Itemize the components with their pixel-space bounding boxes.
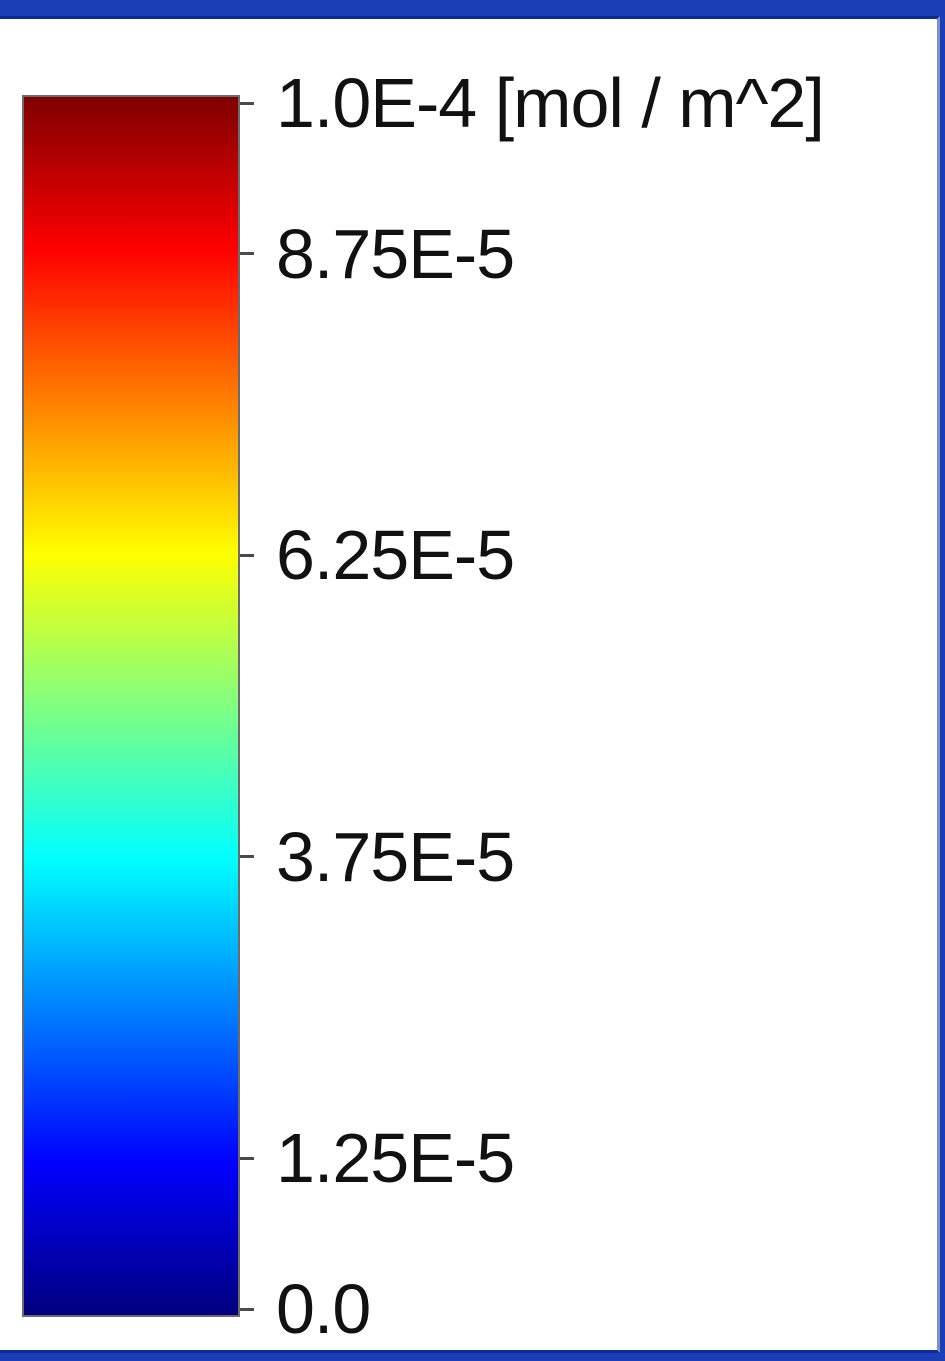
tick-mark xyxy=(240,252,254,256)
tick-mark xyxy=(240,101,254,105)
tick-label: 3.75E-5 xyxy=(276,817,515,896)
tick-label: 0.0 xyxy=(276,1270,371,1348)
tick-row: 1.25E-5 xyxy=(240,1118,515,1198)
tick-row: 6.25E-5 xyxy=(240,515,515,595)
tick-row: 1.0E-4 [mol / m^2] xyxy=(240,63,825,143)
tick-row: 0.0 xyxy=(240,1269,371,1349)
tick-label: 6.25E-5 xyxy=(276,516,515,595)
tick-mark xyxy=(240,1307,254,1311)
color-legend-panel: 1.0E-4 [mol / m^2] 8.75E-5 6.25E-5 3.75E-5 1… xyxy=(0,16,940,1353)
tick-mark xyxy=(240,553,254,557)
tick-label: 1.25E-5 xyxy=(276,1119,515,1198)
tick-mark xyxy=(240,1156,254,1160)
tick-label: 8.75E-5 xyxy=(276,214,515,293)
tick-row: 3.75E-5 xyxy=(240,817,515,897)
colorbar-gradient xyxy=(22,95,240,1317)
tick-row: 8.75E-5 xyxy=(240,214,515,294)
tick-label: 1.0E-4 [mol / m^2] xyxy=(276,64,825,142)
tick-mark xyxy=(240,855,254,859)
